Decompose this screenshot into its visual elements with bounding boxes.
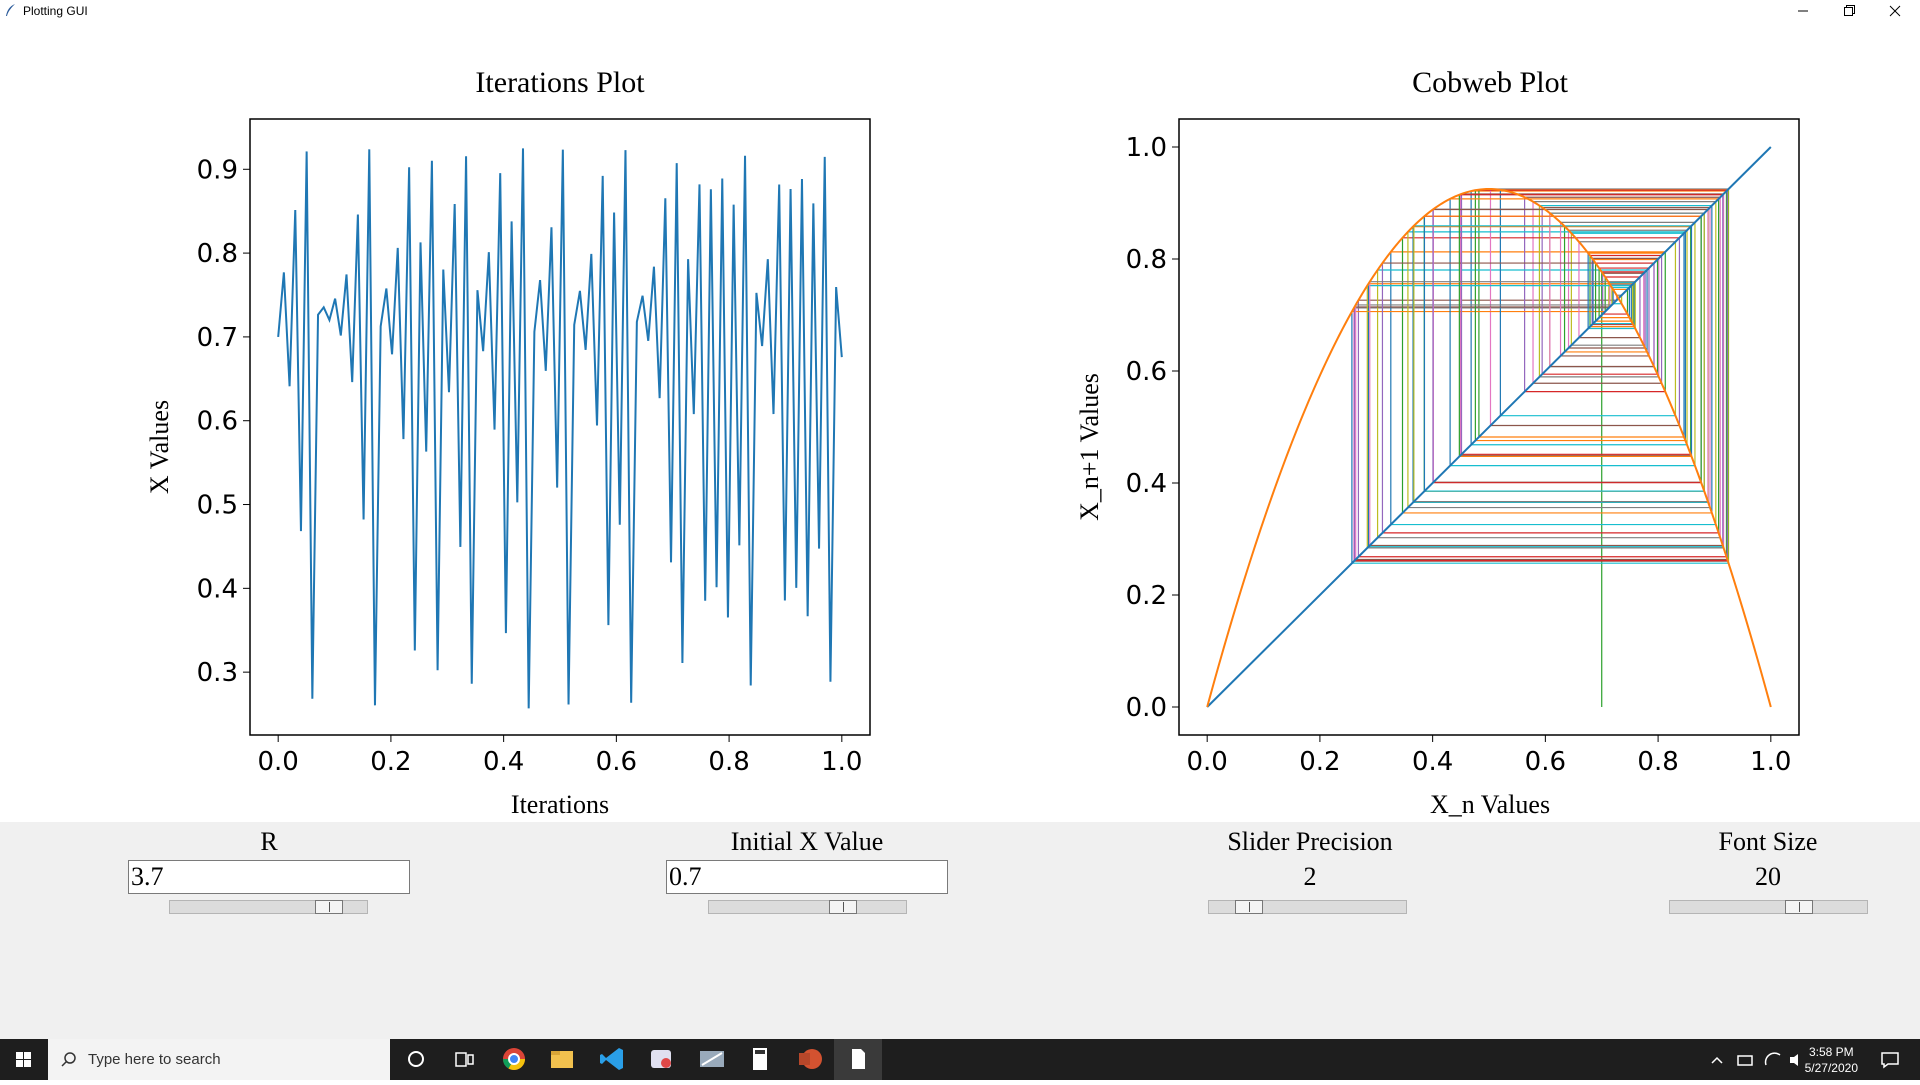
iterations-x-tick-label: 0.0 bbox=[258, 747, 299, 777]
cobweb-y-tick-label: 0.2 bbox=[1126, 581, 1167, 611]
r-slider[interactable] bbox=[169, 900, 368, 914]
iterations-y-tick-label: 0.5 bbox=[197, 491, 238, 521]
file-explorer-button[interactable] bbox=[538, 1039, 586, 1080]
initial-x-slider[interactable] bbox=[708, 900, 907, 914]
task-view-button[interactable] bbox=[440, 1039, 488, 1080]
cortana-button[interactable] bbox=[392, 1039, 440, 1080]
app-taskbar-button[interactable] bbox=[638, 1039, 686, 1080]
cobweb-x-tick-label: 1.0 bbox=[1750, 747, 1791, 777]
font-size-label: Font Size bbox=[1718, 827, 1818, 856]
iterations-x-tick-label: 0.6 bbox=[596, 747, 637, 777]
initial-x-label: Initial X Value bbox=[730, 827, 884, 856]
initial-x-slider-thumb[interactable] bbox=[828, 900, 857, 914]
cobweb-y-tick-label: 0.0 bbox=[1126, 693, 1167, 723]
app-icon bbox=[651, 1050, 671, 1068]
cobweb-y-tick-label: 0.8 bbox=[1126, 245, 1167, 275]
font-size-slider-thumb[interactable] bbox=[1784, 900, 1813, 914]
calculator-button[interactable] bbox=[736, 1039, 784, 1080]
calculator-icon bbox=[753, 1048, 767, 1070]
slider-precision-label: Slider Precision bbox=[1227, 827, 1393, 856]
cobweb-y-tick-label: 1.0 bbox=[1126, 133, 1167, 163]
restore-button[interactable] bbox=[1826, 0, 1872, 22]
python-taskbar-button[interactable] bbox=[688, 1039, 736, 1080]
restore-icon bbox=[1844, 5, 1855, 16]
minimize-button[interactable] bbox=[1780, 0, 1826, 22]
document-icon bbox=[852, 1049, 865, 1069]
feather-icon bbox=[6, 4, 15, 16]
cobweb-x-label: X_n Values bbox=[1430, 790, 1550, 819]
notifications-icon[interactable] bbox=[1880, 1050, 1900, 1070]
iterations-y-tick-label: 0.4 bbox=[197, 574, 238, 604]
r-label: R bbox=[260, 827, 278, 856]
clock[interactable]: 3:58 PM 5/27/2020 bbox=[1805, 1044, 1858, 1076]
cobweb-y-label: X_n+1 Values bbox=[1075, 373, 1104, 521]
cobweb-x-tick-label: 0.0 bbox=[1187, 747, 1228, 777]
iterations-plot-title: Iterations Plot bbox=[475, 66, 645, 99]
iterations-x-tick-label: 1.0 bbox=[821, 747, 862, 777]
font-size-value: 20 bbox=[1755, 862, 1781, 891]
cortana-icon bbox=[408, 1051, 424, 1067]
iterations-x-tick-label: 0.4 bbox=[483, 747, 524, 777]
iterations-y-tick-label: 0.6 bbox=[197, 407, 238, 437]
initial-x-input[interactable]: 0.7 bbox=[666, 860, 948, 894]
font-size-slider[interactable] bbox=[1669, 900, 1868, 914]
search-icon bbox=[61, 1052, 76, 1067]
powerpoint-button[interactable] bbox=[786, 1039, 834, 1080]
window-titlebar: Plotting GUI bbox=[0, 0, 1920, 22]
cobweb-x-tick-label: 0.2 bbox=[1299, 747, 1340, 777]
plot-area: Iterations Plot Iterations X Values 0.0 0… bbox=[0, 22, 1920, 822]
cobweb-y-tick-label: 0.6 bbox=[1126, 357, 1167, 387]
windows-logo-icon bbox=[16, 1052, 31, 1067]
iterations-x-tick-label: 0.8 bbox=[708, 747, 749, 777]
start-button[interactable] bbox=[0, 1039, 48, 1080]
iterations-y-tick-label: 0.9 bbox=[197, 155, 238, 185]
iterations-plot-frame bbox=[249, 118, 871, 736]
cobweb-plot: Cobweb Plot X_n Values X_n+1 Values 0.0 0… bbox=[1075, 66, 1800, 819]
r-slider-thumb[interactable] bbox=[315, 900, 344, 914]
iterations-y-tick-label: 0.7 bbox=[197, 323, 238, 353]
iterations-y-label: X Values bbox=[145, 400, 174, 494]
iterations-plot: Iterations Plot Iterations X Values 0.0 0… bbox=[145, 66, 871, 819]
taskbar: Type here to search 3:5 bbox=[0, 1039, 1920, 1080]
iterations-y-tick-label: 0.3 bbox=[197, 658, 238, 688]
iterations-x-tick-label: 0.2 bbox=[370, 747, 411, 777]
clock-time: 3:58 PM bbox=[1808, 1045, 1854, 1059]
task-view-icon bbox=[455, 1052, 474, 1067]
r-input[interactable]: 3.7 bbox=[128, 860, 410, 894]
system-tray[interactable] bbox=[1710, 1052, 1880, 1068]
cobweb-y-tick-label: 0.4 bbox=[1126, 469, 1167, 499]
minimize-icon bbox=[1798, 10, 1808, 12]
close-button[interactable] bbox=[1872, 0, 1918, 22]
iterations-series-line bbox=[277, 148, 843, 709]
powerpoint-icon bbox=[799, 1049, 822, 1069]
iterations-x-label: Iterations bbox=[511, 790, 609, 819]
close-icon bbox=[1889, 5, 1901, 17]
document-taskbar-button[interactable] bbox=[834, 1039, 882, 1080]
slider-precision-value: 2 bbox=[1303, 862, 1317, 891]
chrome-taskbar-button[interactable] bbox=[490, 1039, 538, 1080]
vscode-icon bbox=[600, 1048, 623, 1070]
window-title: Plotting GUI bbox=[23, 4, 88, 18]
cobweb-plot-frame bbox=[1178, 118, 1800, 736]
slider-precision-slider[interactable] bbox=[1208, 900, 1407, 914]
search-placeholder: Type here to search bbox=[88, 1051, 221, 1068]
iterations-y-tick-label: 0.8 bbox=[197, 239, 238, 269]
chrome-icon bbox=[503, 1048, 525, 1070]
vscode-button[interactable] bbox=[588, 1039, 636, 1080]
cobweb-x-tick-label: 0.4 bbox=[1412, 747, 1453, 777]
feather-app-icon bbox=[700, 1051, 724, 1067]
controls-panel: R 3.7 Initial X Value 0.7 Slider Precisi… bbox=[0, 822, 1920, 1039]
cobweb-x-tick-label: 0.8 bbox=[1637, 747, 1678, 777]
taskbar-search[interactable]: Type here to search bbox=[48, 1039, 390, 1080]
folder-icon bbox=[551, 1051, 573, 1068]
identity-line bbox=[1206, 146, 1772, 708]
cobweb-plot-title: Cobweb Plot bbox=[1412, 66, 1569, 99]
logistic-curve bbox=[1206, 187, 1772, 708]
slider-precision-slider-thumb[interactable] bbox=[1234, 900, 1263, 914]
cobweb-x-tick-label: 0.6 bbox=[1525, 747, 1566, 777]
clock-date: 5/27/2020 bbox=[1804, 1061, 1858, 1075]
